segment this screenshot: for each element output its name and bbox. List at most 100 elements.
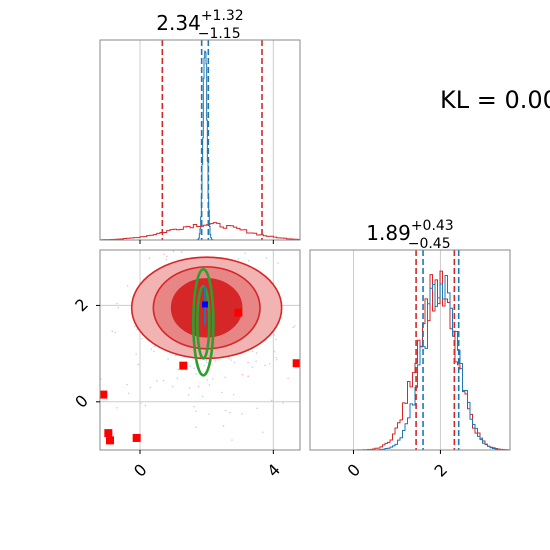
faint-sample-dot [293,325,296,327]
faint-sample-dot [171,385,174,388]
green-contour [196,284,211,360]
faint-sample-dot [231,439,233,441]
histogram-series [99,222,301,241]
faint-sample-dot [17,273,19,275]
red-sample-point [179,361,188,370]
faint-sample-dot [154,345,156,347]
faint-sample-dot [188,387,191,389]
faint-sample-dot [201,247,203,249]
faint-sample-dot [268,363,271,365]
faint-sample-dot [162,379,165,382]
faint-sample-dot [228,357,230,360]
marginal-x-quantile-lines [161,40,263,240]
marginal-x-title: 2.34+1.32 −1.15 [156,8,243,42]
faint-sample-dot [234,454,236,456]
faint-sample-dot [232,393,235,396]
faint-sample-dot [244,252,247,255]
faint-sample-dot [275,338,278,341]
faint-sample-dot [203,364,205,367]
marginal-x-grid [139,40,274,240]
faint-sample-dot [126,383,128,386]
faint-sample-dot [193,405,195,408]
joint-contours [130,256,283,377]
faint-sample-dot [116,302,118,305]
faint-sample-dot [228,242,230,244]
tick-label-y: 2 [71,295,92,316]
red-sample-point [106,436,114,445]
faint-sample-dot [201,395,204,398]
marginal-x-background [100,40,300,240]
red-contour-level [170,278,243,338]
faint-sample-dot [255,352,258,354]
red-sample-point [234,308,243,317]
faint-sample-dot [247,361,249,364]
red-sample-point [104,429,113,438]
marginal-x-frame [99,39,301,241]
joint-points [100,301,300,445]
faint-sample-dot [116,406,118,409]
tick-label-x: 2 [430,460,451,481]
tick-label-x: 0 [344,460,365,481]
faint-sample-dot [265,257,268,259]
joint-panel: 0 4 0 2 [17,242,301,481]
faint-sample-dot [247,375,249,378]
faint-sample-dot [177,368,179,371]
joint-frame [99,249,301,451]
faint-sample-dot [148,257,151,259]
tick-label-x: 0 [130,460,151,481]
faint-sample-dot [137,363,140,366]
faint-sample-dot [262,431,264,434]
faint-sample-dot [214,360,217,362]
faint-sample-dot [165,258,168,261]
faint-sample-dot [206,379,208,381]
marginal-y-title: 1.89+0.43 −0.45 [366,218,453,252]
faint-sample-dot [222,425,225,427]
faint-sample-dot [276,358,278,361]
tick-label-y: 0 [71,391,92,412]
faint-sample-dot [211,378,214,380]
faint-sample-dot [287,377,289,380]
faint-sample-dot [189,365,191,367]
faint-sample-dot [241,413,243,415]
faint-sample-dot [135,353,138,355]
faint-sample-dot [230,359,233,361]
faint-sample-dot [144,404,147,407]
faint-sample-dot [273,334,276,336]
faint-sample-dot [237,258,240,260]
faint-sample-dot [251,350,254,353]
faint-sample-dot [205,361,208,364]
faint-sample-dot [149,386,152,389]
faint-sample-dot [193,367,195,370]
faint-sample-dot [233,361,236,364]
faint-sample-dot [221,391,223,394]
faint-sample-dot [172,250,175,253]
kl-annotation: KL = 0.00 [440,86,550,114]
faint-sample-dot [197,385,200,388]
faint-sample-dot [224,376,227,379]
faint-sample-dot [165,255,168,258]
tick-label-x: 4 [263,460,284,481]
faint-sample-dot [187,394,190,396]
marginal-x-panel: 2.34+1.32 −1.15 [99,8,301,244]
faint-sample-dot [264,364,266,367]
faint-sample-dot [205,359,208,362]
faint-sample-dot [247,259,250,262]
marginal-y-background [310,250,510,450]
faint-sample-dot [141,337,143,340]
faint-sample-dot [155,380,158,382]
faint-sample-dot [224,409,227,412]
faint-sample-dot [126,285,129,287]
faint-sample-dot [229,411,231,414]
faint-sample-dot [111,330,113,333]
faint-sample-dot [277,262,279,264]
faint-sample-dot [133,325,136,328]
faint-sample-dot [174,354,177,357]
faint-sample-dot [180,251,183,253]
faint-sample-dot [195,373,197,375]
faint-sample-dot [127,392,130,395]
marginal-y-panel: 0 2 1.89+0.43 −0.45 [309,218,511,481]
blue-median-point [202,301,208,308]
red-sample-point [132,433,141,442]
faint-sample-dot [195,426,197,429]
